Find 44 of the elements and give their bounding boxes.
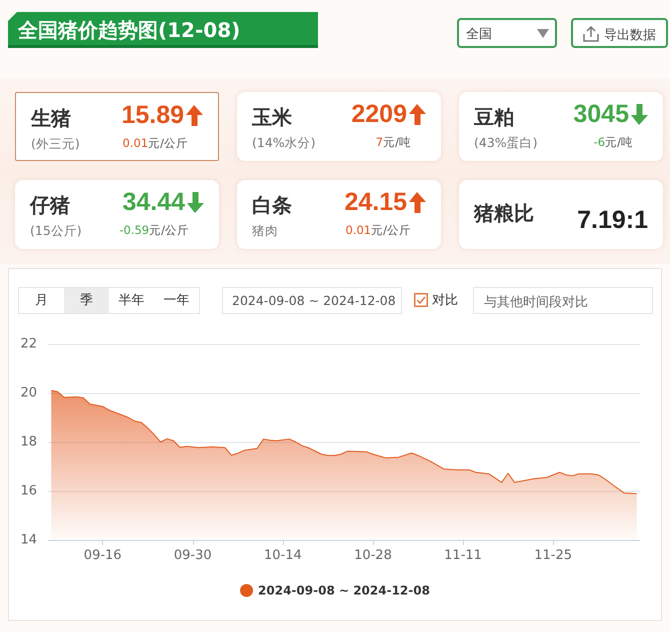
- text: 季: [64, 288, 109, 313]
- y-tick-label: 22: [20, 336, 37, 352]
- text-field: 与其他时间段对比: [473, 287, 653, 314]
- text: 0.01元/公斤: [346, 223, 411, 237]
- export-button: 导出数据: [571, 18, 668, 48]
- y-tick-label: 20: [20, 386, 37, 400]
- x-tick-label: 11-25: [534, 548, 572, 563]
- x-tick-label: 09-30: [174, 548, 212, 563]
- x-tick-label: 10-28: [354, 548, 392, 563]
- text: 对比: [432, 292, 458, 309]
- text: 仔猪: [30, 192, 70, 219]
- text: 生猪: [31, 105, 71, 132]
- text: (外三元): [31, 136, 80, 153]
- text: 7.19:1: [577, 206, 648, 234]
- text: 一年: [162, 292, 190, 310]
- x-tick-label: 09-16: [84, 548, 122, 563]
- text: (15公斤): [30, 223, 82, 240]
- text: 3045: [573, 100, 629, 128]
- y-tick-label: 14: [20, 532, 37, 548]
- text: (43%蛋白): [474, 135, 538, 152]
- legend-label: 2024-09-08 ~ 2024-12-08: [258, 584, 430, 598]
- text: 豆粕: [474, 104, 514, 131]
- x-tick-label: 11-11: [444, 548, 482, 563]
- dropdown-field: 全国: [457, 18, 557, 48]
- text: 半年: [118, 292, 146, 310]
- text: 猪肉: [252, 223, 278, 240]
- y-tick-label: 18: [20, 434, 37, 450]
- text: 全国猪价趋势图(12-08): [18, 17, 240, 44]
- text: 24.15: [344, 188, 407, 216]
- text: (14%水分): [252, 135, 316, 152]
- x-tick-label: 10-14: [264, 548, 302, 563]
- text: -0.59元/公斤: [119, 223, 189, 237]
- y-tick-label: 16: [20, 484, 37, 498]
- text: 15.89: [121, 101, 184, 129]
- text: -6元/吨: [594, 135, 633, 149]
- date-range-field: 2024-09-08 ~ 2024-12-08: [222, 287, 402, 314]
- text: 34.44: [122, 188, 185, 216]
- text: 7元/吨: [376, 135, 411, 149]
- text: 玉米: [252, 104, 292, 131]
- text: 0.01元/公斤: [122, 136, 188, 150]
- text: 猪粮比: [474, 200, 534, 227]
- text: 月: [34, 292, 49, 310]
- text: 2209: [351, 100, 407, 128]
- text: 白条: [252, 192, 292, 219]
